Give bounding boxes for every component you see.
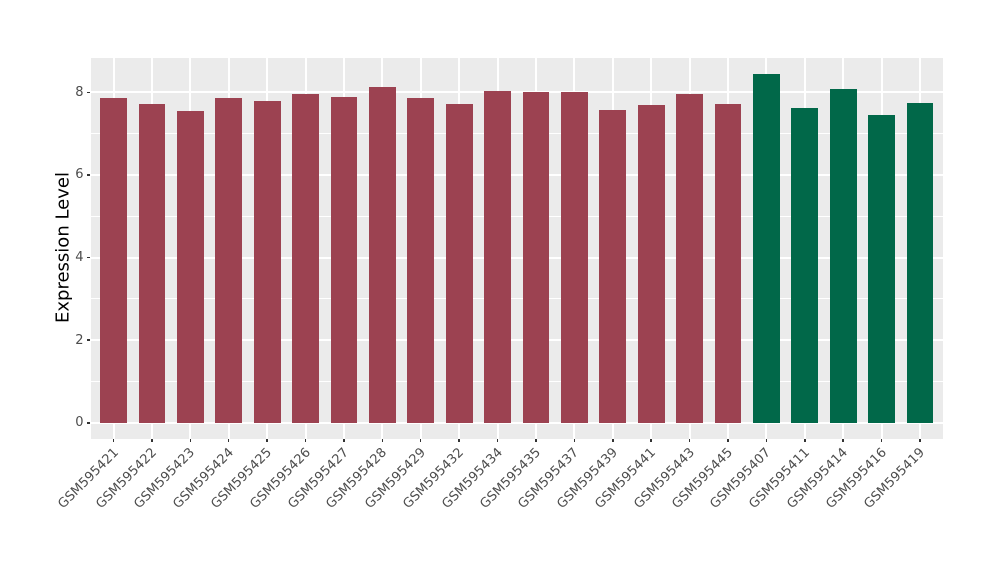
bar-GSM595416 <box>868 114 895 423</box>
major-gridline <box>90 421 943 424</box>
y-tick <box>86 174 90 176</box>
x-tick <box>458 438 460 442</box>
bar-GSM595423 <box>176 110 204 423</box>
minor-gridline <box>90 215 943 217</box>
minor-gridline <box>90 133 943 135</box>
major-gridline <box>90 256 943 259</box>
y-tick <box>86 339 90 341</box>
x-tick <box>112 438 115 442</box>
x-tick <box>381 438 384 442</box>
y-tick <box>86 256 90 259</box>
x-tick <box>650 438 652 442</box>
y-tick <box>86 422 90 424</box>
x-tick <box>151 438 153 442</box>
bar-GSM595421 <box>100 98 127 423</box>
bar-GSM595434 <box>484 91 511 423</box>
x-tick <box>727 438 729 442</box>
major-gridline <box>90 173 943 176</box>
y-tick-label: 2 <box>75 332 84 348</box>
x-tick <box>304 438 307 442</box>
x-tick <box>266 438 268 442</box>
x-tick <box>880 438 883 442</box>
x-tick <box>573 438 576 442</box>
x-tick <box>919 438 921 442</box>
y-tick-label: 6 <box>75 167 84 183</box>
y-tick <box>86 91 90 94</box>
bar-GSM595414 <box>829 89 857 423</box>
bar-GSM595419 <box>906 102 934 423</box>
y-tick-label: 0 <box>75 415 84 431</box>
bar-GSM595432 <box>445 104 473 423</box>
bar-GSM595422 <box>138 103 166 423</box>
x-tick <box>842 438 844 442</box>
bar-GSM595407 <box>752 73 780 423</box>
x-tick <box>496 438 499 442</box>
bar-GSM595428 <box>368 87 396 423</box>
bar-GSM595437 <box>560 91 588 423</box>
bar-GSM595441 <box>637 104 665 423</box>
minor-gridline <box>90 298 943 300</box>
x-tick <box>535 438 537 442</box>
plot-panel <box>90 58 943 439</box>
bar-GSM595443 <box>676 94 703 423</box>
minor-gridline <box>90 380 943 382</box>
x-tick <box>343 438 345 442</box>
bar-GSM595445 <box>714 103 742 423</box>
bar-GSM595411 <box>791 107 819 423</box>
x-tick <box>189 438 192 442</box>
x-tick <box>612 438 614 442</box>
x-tick <box>227 438 230 442</box>
bar-GSM595429 <box>407 97 435 423</box>
bar-GSM595425 <box>253 100 281 423</box>
x-tick <box>419 438 422 442</box>
major-gridline <box>90 91 943 94</box>
y-tick-label: 4 <box>75 250 84 266</box>
x-tick <box>804 438 806 442</box>
bar-GSM595439 <box>599 110 627 423</box>
major-gridline <box>90 339 943 342</box>
y-tick-label: 8 <box>75 84 84 100</box>
bar-GSM595435 <box>522 91 550 423</box>
bar-GSM595427 <box>330 96 358 423</box>
x-tick <box>765 438 768 442</box>
x-tick <box>688 438 691 442</box>
bar-GSM595426 <box>292 93 319 423</box>
bar-GSM595424 <box>215 98 243 423</box>
